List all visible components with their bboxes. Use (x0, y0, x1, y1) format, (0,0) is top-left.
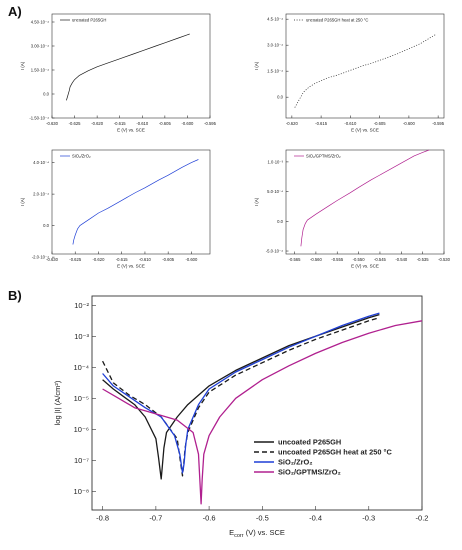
x-tick-label: -0.535 (417, 257, 430, 262)
x-tick-label: -0.630 (46, 121, 59, 126)
y-axis-label: I (A) (20, 197, 25, 206)
x-tick-label: -0.545 (374, 257, 387, 262)
chart-3: -0.630 -0.625 -0.620 -0.615 -0.610 -0.605 -0.6… (20, 149, 211, 268)
x-tick-label: -0.3 (362, 514, 375, 523)
x-tick-label: -0.625 (69, 121, 82, 126)
legend-label: SiO₂/ZrO₂ (72, 154, 91, 159)
x-tick-label: -0.6 (203, 514, 216, 523)
x-tick-label: -0.540 (395, 257, 408, 262)
y-tick-label: 3.0·10⁻⁴ (267, 43, 283, 48)
chart-2: -0.620 -0.615 -0.610 -0.605 -0.600 -0.595 0.0 1… (254, 13, 445, 132)
y-axis-label: I (A) (254, 61, 259, 70)
x-tick-label: -0.605 (162, 257, 175, 262)
plot-frame (51, 149, 211, 255)
x-tick-label: -0.600 (181, 121, 194, 126)
chart-4: -0.565 -0.560 -0.555 -0.550 -0.545 -0.540 -0.5… (254, 149, 451, 268)
legend-label: SiO₂/GPTMS/ZrO₂ (306, 154, 341, 159)
y-tick-label: 10⁻² (74, 301, 89, 310)
plot-frame (91, 295, 423, 511)
x-tick-label: -0.600 (403, 121, 416, 126)
x-tick-label: -0.605 (159, 121, 172, 126)
x-tick-label: -0.610 (136, 121, 149, 126)
x-tick-label: -0.530 (438, 257, 451, 262)
x-tick-label: -0.8 (96, 514, 109, 523)
panel-b-label: B) (8, 288, 22, 303)
legend-label: SiO₂/ZrO₂ (278, 458, 313, 467)
series-line-2 (102, 317, 380, 477)
x-tick-label: -0.620 (93, 257, 106, 262)
x-tick-label: -0.595 (432, 121, 445, 126)
x-tick-label: -0.610 (139, 257, 152, 262)
x-tick-label: -0.565 (289, 257, 302, 262)
x-tick-label: -0.600 (185, 257, 198, 262)
plot-frame (285, 13, 445, 119)
panel-a-label: A) (8, 4, 22, 19)
x-tick-label: -0.605 (374, 121, 387, 126)
series-line-1 (72, 159, 199, 245)
x-axis-label: E (V) vs. SCE (351, 263, 379, 268)
series-line-3 (102, 312, 380, 474)
legend-label: uncoated P265GH heat at 250 °C (306, 18, 368, 23)
y-tick-label: 0.0 (43, 91, 49, 96)
series-line-4 (102, 320, 423, 505)
y-axis-label: I (A) (254, 197, 259, 206)
y-tick-label: -2.0·10⁻⁴ (32, 255, 49, 260)
legend-label: SiO₂/GPTMS/ZrO₂ (278, 468, 341, 477)
plot-frame (51, 13, 211, 119)
x-tick-label: -0.630 (46, 257, 59, 262)
legend-label: uncoated P265GH heat at 250 °C (278, 448, 393, 457)
y-tick-label: 10⁻³ (74, 332, 89, 341)
series-line-1 (300, 149, 430, 247)
y-tick-label: 10⁻⁸ (74, 487, 89, 496)
x-tick-label: -0.5 (256, 514, 269, 523)
x-tick-label: -0.615 (315, 121, 328, 126)
x-tick-label: -0.625 (69, 257, 82, 262)
y-tick-label: 10⁻⁵ (74, 394, 89, 403)
y-tick-label: 10⁻⁴ (73, 363, 89, 372)
y-tick-label: 0.0 (277, 95, 283, 100)
chart-1: -0.630 -0.625 -0.620 -0.615 -0.610 -0.605 -0.6… (20, 13, 217, 132)
x-tick-label: -0.615 (114, 121, 127, 126)
y-tick-label: 0.0 (43, 223, 49, 228)
x-tick-label: -0.620 (91, 121, 104, 126)
plot-frame (285, 149, 445, 255)
x-tick-label: -0.555 (331, 257, 344, 262)
y-tick-label: 4.50·10⁻⁴ (31, 19, 49, 24)
y-tick-label: 4.0·10⁻⁴ (33, 160, 49, 165)
y-tick-label: 10⁻⁶ (74, 425, 89, 434)
x-tick-label: -0.4 (309, 514, 322, 523)
x-axis-label: E (V) vs. SCE (351, 127, 379, 132)
x-axis-label: E (V) vs. SCE (117, 127, 145, 132)
y-axis-label: log |I| (A/cm²) (53, 380, 62, 425)
x-tick-label: -0.595 (204, 121, 217, 126)
y-tick-label: 0.0 (277, 219, 283, 224)
chart-5: -0.8 -0.7 -0.6 -0.5 -0.4 -0.3 -0.2 10⁻⁸ 10⁻⁷ 10⁻⁶… (53, 295, 429, 539)
y-tick-label: -5.0·10⁻⁴ (266, 248, 283, 253)
y-tick-label: 4.5·10⁻⁴ (267, 17, 283, 22)
x-tick-label: -0.550 (353, 257, 366, 262)
x-axis-label: E (V) vs. SCE (117, 263, 145, 268)
y-tick-label: 10⁻⁷ (74, 456, 89, 465)
y-tick-label: 1.0·10⁻³ (268, 159, 284, 164)
x-tick-label: -0.7 (149, 514, 162, 523)
x-tick-label: -0.610 (344, 121, 357, 126)
y-tick-label: 1.50·10⁻⁴ (31, 67, 49, 72)
legend-label: uncoated P265GH (278, 438, 341, 447)
x-axis-label: Ecorr (V) vs. SCE (229, 528, 285, 539)
y-tick-label: 5.0·10⁻⁴ (267, 189, 283, 194)
x-tick-label: -0.2 (416, 514, 429, 523)
legend-label: uncoated P265GH (72, 18, 106, 23)
y-tick-label: 3.00·10⁻⁴ (31, 43, 49, 48)
x-tick-label: -0.615 (116, 257, 129, 262)
y-tick-label: -1.50·10⁻⁴ (29, 115, 49, 120)
x-tick-label: -0.620 (286, 121, 299, 126)
series-line-1 (66, 33, 190, 101)
y-tick-label: 1.5·10⁻⁴ (267, 69, 283, 74)
y-tick-label: 2.0·10⁻⁴ (33, 192, 49, 197)
x-tick-label: -0.560 (310, 257, 323, 262)
series-line-1 (294, 34, 436, 108)
y-axis-label: I (A) (20, 61, 25, 70)
